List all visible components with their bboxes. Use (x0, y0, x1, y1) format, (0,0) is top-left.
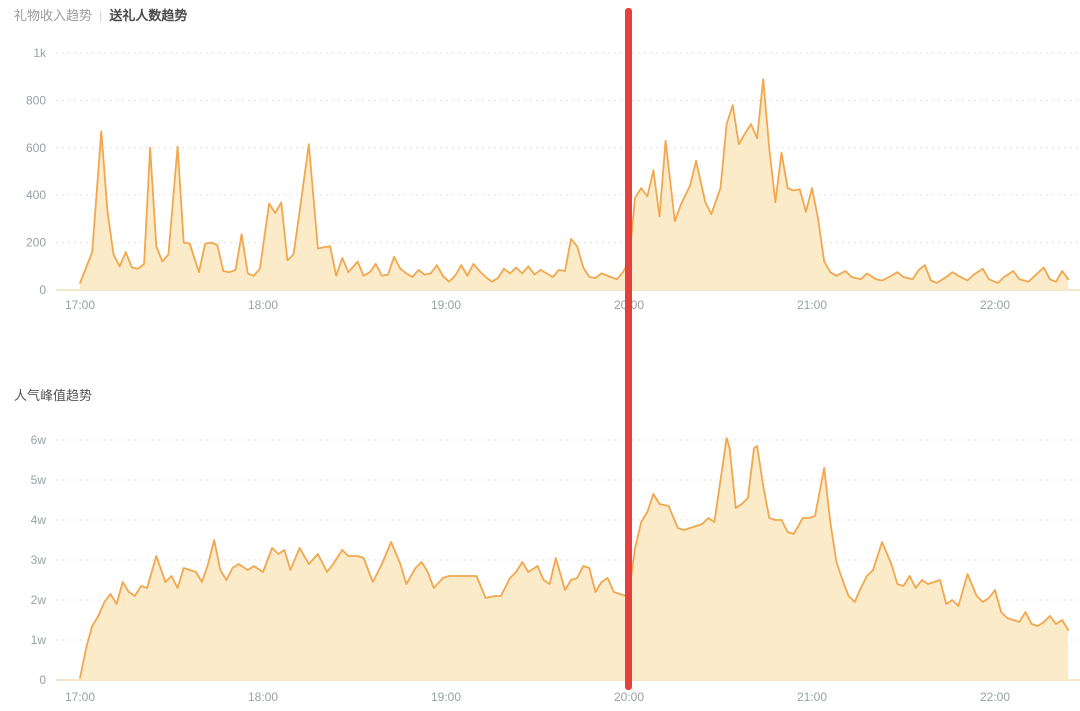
chart1-xtick-19:00: 19:00 (431, 298, 461, 312)
chart2-ytick-0: 0 (39, 673, 46, 687)
chart2-ytick-1w: 1w (31, 633, 47, 647)
chart2-xtick-20:00: 20:00 (614, 690, 644, 704)
tab-gift-senders-trend[interactable]: 送礼人数趋势 (109, 8, 188, 23)
chart1-trend-line (79, 78, 1070, 284)
chart1-xtick-18:00: 18:00 (248, 298, 278, 312)
chart2-trend-line (79, 437, 1070, 679)
chart1-xtick-22:00: 22:00 (980, 298, 1010, 312)
chart2-xtick-21:00: 21:00 (797, 690, 827, 704)
chart1-plot-area[interactable] (55, 37, 1080, 290)
chart1-ytick-200: 200 (26, 236, 46, 250)
chart1-ytick-800: 800 (26, 93, 46, 107)
chart2-plot-area[interactable] (55, 424, 1080, 680)
chart1-ytick-0: 0 (39, 283, 46, 297)
chart2-group: 0 1w 2w 3w 4w 5w 6w 17:00 18:00 19:00 20:00 21:00 22… (31, 424, 1080, 704)
chart2-ytick-6w: 6w (31, 433, 47, 447)
chart2-area-fill (80, 438, 1069, 680)
chart2-ytick-2w: 2w (31, 593, 47, 607)
chart2-ytick-4w: 4w (31, 513, 47, 527)
chart1-ytick-1k: 1k (33, 46, 47, 60)
chart2-xtick-18:00: 18:00 (248, 690, 278, 704)
chart1-ytick-400: 400 (26, 188, 46, 202)
chart2-xtick-19:00: 19:00 (431, 690, 461, 704)
chart1-xtick-21:00: 21:00 (797, 298, 827, 312)
time-marker-line-2000 (625, 8, 632, 690)
chart2-title: 人气峰值趋势 (14, 388, 93, 403)
chart1-ytick-600: 600 (26, 141, 46, 155)
chart1-xtick-17:00: 17:00 (65, 298, 95, 312)
chart2-xtick-17:00: 17:00 (65, 690, 95, 704)
chart1-area-fill (80, 79, 1069, 290)
chart1-title-tabs: 礼物收入趋势 | 送礼人数趋势 (14, 8, 187, 24)
chart1-group: 02004006008001k17:0018:0019:0020:0021:00… (26, 37, 1080, 312)
chart2-ytick-5w: 5w (31, 473, 47, 487)
tab-separator: | (99, 8, 103, 23)
chart2-ytick-3w: 3w (31, 553, 47, 567)
tab-gift-income-trend[interactable]: 礼物收入趋势 (14, 8, 93, 23)
chart2-xtick-22:00: 22:00 (980, 690, 1010, 704)
